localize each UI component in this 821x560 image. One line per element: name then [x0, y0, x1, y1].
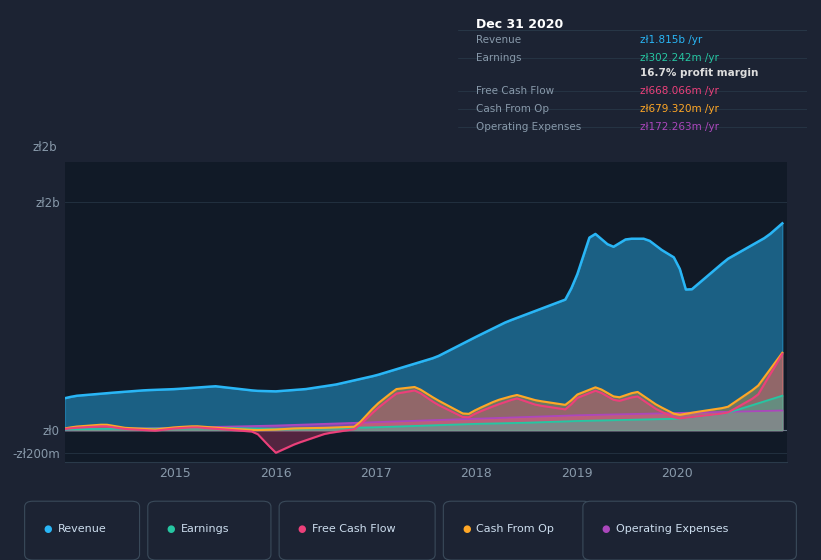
Text: Free Cash Flow: Free Cash Flow: [475, 86, 553, 96]
Text: Free Cash Flow: Free Cash Flow: [312, 524, 396, 534]
Text: zł2b: zł2b: [33, 141, 57, 154]
Text: ●: ●: [44, 524, 52, 534]
Text: Operating Expenses: Operating Expenses: [475, 123, 580, 132]
Text: Earnings: Earnings: [475, 53, 521, 63]
Text: Earnings: Earnings: [181, 524, 229, 534]
Text: zł679.320m /yr: zł679.320m /yr: [640, 104, 718, 114]
Text: Dec 31 2020: Dec 31 2020: [475, 18, 563, 31]
Text: ●: ●: [298, 524, 306, 534]
Text: ●: ●: [602, 524, 610, 534]
Text: Cash From Op: Cash From Op: [475, 104, 548, 114]
Text: zł172.263m /yr: zł172.263m /yr: [640, 123, 718, 132]
Text: 16.7% profit margin: 16.7% profit margin: [640, 68, 758, 78]
Text: zł302.242m /yr: zł302.242m /yr: [640, 53, 718, 63]
Text: Cash From Op: Cash From Op: [476, 524, 554, 534]
Text: ●: ●: [462, 524, 470, 534]
Text: Revenue: Revenue: [57, 524, 106, 534]
Text: zł668.066m /yr: zł668.066m /yr: [640, 86, 718, 96]
Text: ●: ●: [167, 524, 175, 534]
Text: zł1.815b /yr: zł1.815b /yr: [640, 35, 702, 45]
Text: Revenue: Revenue: [475, 35, 521, 45]
Text: Operating Expenses: Operating Expenses: [616, 524, 728, 534]
